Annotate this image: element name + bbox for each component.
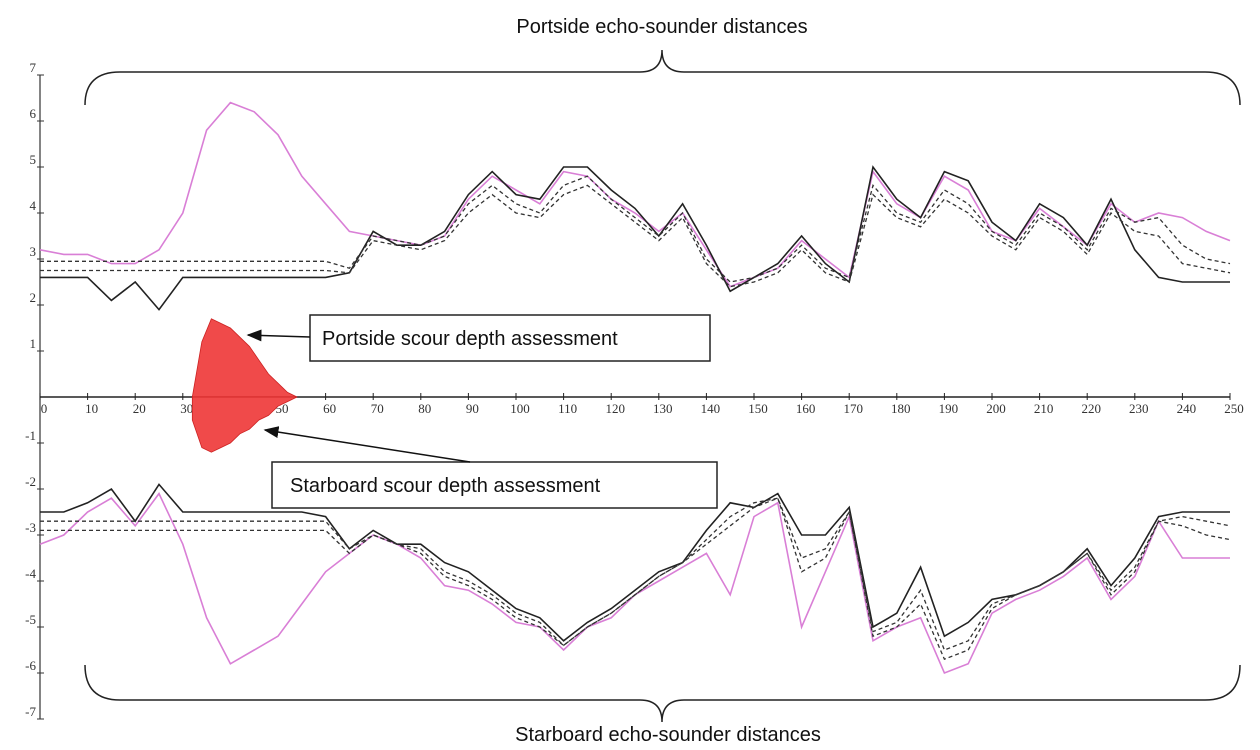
chart-subtitle: Starboard echo-sounder distances: [515, 724, 821, 746]
annotation-arrow: [246, 329, 311, 342]
top-bracket: [84, 49, 1241, 106]
y-tick-label: -3: [25, 520, 36, 535]
x-tick-label: 10: [85, 401, 98, 416]
x-tick-label: 70: [371, 401, 384, 416]
series-line: [40, 497, 1231, 651]
y-tick-label: 2: [30, 290, 37, 305]
bottom-bracket: [84, 664, 1241, 723]
x-tick-label: 0: [41, 401, 48, 416]
x-tick-label: 230: [1129, 401, 1149, 416]
x-tick-label: 240: [1177, 401, 1197, 416]
scour-area: [191, 396, 298, 453]
x-tick-label: 100: [510, 401, 530, 416]
x-tick-label: 120: [605, 401, 625, 416]
series-line: [40, 175, 1231, 283]
annotation: Portside scour depth assessment: [322, 328, 618, 350]
scour-area: [191, 318, 298, 398]
x-tick-label: 30: [180, 401, 193, 416]
x-tick-label: 170: [843, 401, 863, 416]
x-tick-label: 190: [939, 401, 959, 416]
x-tick-label: 20: [133, 401, 146, 416]
y-tick-label: -5: [25, 612, 36, 627]
series-line: [40, 497, 1231, 661]
series-line: [40, 184, 1231, 288]
y-tick-label: 3: [30, 244, 37, 259]
x-tick-label: 140: [701, 401, 721, 416]
x-tick-label: 160: [796, 401, 816, 416]
y-tick-label: 4: [30, 198, 37, 213]
chart-title: Portside echo-sounder distances: [516, 16, 807, 38]
x-tick-label: 200: [986, 401, 1006, 416]
annotation: Starboard scour depth assessment: [290, 475, 601, 497]
x-tick-label: 110: [558, 401, 577, 416]
x-tick-label: 150: [748, 401, 768, 416]
annotation-box: [309, 314, 711, 362]
x-tick-label: 210: [1034, 401, 1054, 416]
y-tick-label: 6: [30, 106, 37, 121]
plot: -7-6-5-4-3-2-112345670102030405060708090…: [25, 60, 1244, 720]
series-line: [40, 165, 1230, 311]
y-tick-label: 1: [30, 336, 37, 351]
x-tick-label: 90: [466, 401, 479, 416]
series-line: [39, 492, 1230, 675]
y-tick-label: -1: [25, 428, 36, 443]
x-tick-label: 220: [1081, 401, 1101, 416]
y-tick-label: 5: [30, 152, 37, 167]
y-tick-label: 7: [30, 60, 37, 75]
x-tick-label: 80: [418, 401, 431, 416]
x-tick-label: 130: [653, 401, 673, 416]
y-tick-label: -7: [25, 704, 36, 719]
x-tick-label: 250: [1224, 401, 1244, 416]
x-tick-label: 60: [323, 401, 336, 416]
series-line: [39, 101, 1231, 288]
x-tick-label: 180: [891, 401, 911, 416]
annotation-arrow: [263, 426, 471, 463]
annotation-box: [271, 461, 718, 509]
y-tick-label: -2: [25, 474, 36, 489]
y-tick-label: -4: [25, 566, 36, 581]
y-tick-label: -6: [25, 658, 36, 673]
